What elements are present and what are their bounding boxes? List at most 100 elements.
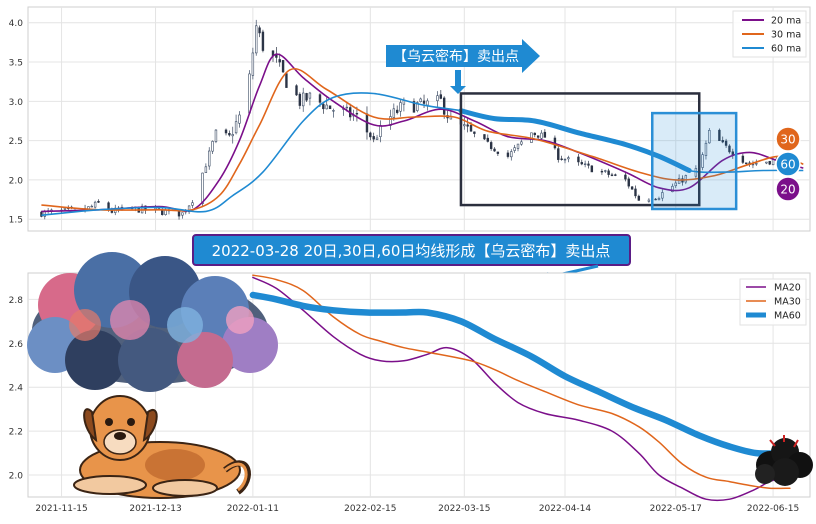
candle-body <box>234 121 238 134</box>
top-series-line-20-ma <box>41 53 804 213</box>
top-y-tick-label: 1.5 <box>9 216 23 226</box>
candle-body <box>187 205 191 213</box>
candle-body <box>332 110 335 112</box>
candle-body <box>90 205 93 208</box>
candle-body <box>201 172 204 205</box>
bottom-series-line-MA20 <box>252 276 791 502</box>
candle-body <box>248 73 251 114</box>
candle-body <box>728 145 731 153</box>
x-tick-label: 2022-02-15 <box>344 504 396 514</box>
top-y-tick-label: 2.5 <box>9 137 23 147</box>
candle-body <box>375 137 379 140</box>
candle-body <box>755 163 758 165</box>
candle-body <box>704 142 708 156</box>
legend-entry-label: MA30 <box>774 297 801 308</box>
candle-body <box>543 131 547 138</box>
candle-body <box>469 125 473 132</box>
banner-box <box>192 234 631 266</box>
candle-body <box>587 163 590 166</box>
candle-body <box>436 95 439 102</box>
candle-body <box>473 131 476 134</box>
candle-body <box>442 97 446 115</box>
callout-label: 【乌云密布】卖出点 <box>393 48 519 65</box>
candle-body <box>392 108 396 118</box>
bottom-y-tick-label: 2.0 <box>9 472 24 482</box>
candle-body <box>258 27 261 34</box>
x-tick-label: 2022-04-14 <box>539 504 592 514</box>
candle-body <box>607 170 610 175</box>
candle-body <box>355 113 359 115</box>
candle-body <box>536 135 540 138</box>
x-tick-label: 2021-11-15 <box>35 504 87 514</box>
top-legend: 20 ma 30 ma 60 ma <box>732 10 807 58</box>
candle-body <box>161 210 164 215</box>
candle-body <box>191 202 194 206</box>
candle-body <box>671 185 674 193</box>
candle-body <box>533 132 536 136</box>
bottom-series-line-MA60 <box>249 291 787 457</box>
bottom-ma-lines <box>249 274 791 502</box>
dark-cloud-icon <box>755 435 813 486</box>
bottom-legend: MA20 MA30 MA60 <box>739 278 807 326</box>
candle-body <box>751 163 755 166</box>
candle-body <box>231 134 234 137</box>
bottom-chart: 2.0 2.2 2.4 2.6 2.8 2021-11-15 2021-12-13 2022… <box>9 252 813 514</box>
candle-body <box>557 148 560 160</box>
candle-body <box>489 142 493 149</box>
x-tick-label: 2022-06-15 <box>747 504 799 514</box>
candle-body <box>701 154 704 168</box>
candle-body <box>496 151 500 154</box>
candle-body <box>439 94 443 99</box>
top-y-tick-label: 4.0 <box>9 19 24 29</box>
candle-body <box>295 85 298 96</box>
top-plot-area <box>27 6 811 232</box>
candle-body <box>661 192 664 199</box>
callout-down-arrow <box>450 70 466 94</box>
x-tick-label: 2022-01-11 <box>227 504 279 514</box>
candle-body <box>379 125 382 137</box>
candle-body <box>520 141 523 145</box>
candle-body <box>627 178 630 187</box>
bottom-y-tick-label: 2.4 <box>9 384 24 394</box>
candle-body <box>164 210 167 216</box>
candle-body <box>567 157 570 160</box>
candle-body <box>412 101 416 113</box>
bottom-y-tick-label: 2.2 <box>9 428 23 438</box>
candle-body <box>211 141 214 152</box>
candle-body <box>419 98 422 102</box>
legend-entry-label: 60 ma <box>771 44 801 55</box>
candle-body <box>630 186 634 190</box>
bottom-y-axis: 2.0 2.2 2.4 2.6 2.8 <box>9 296 24 482</box>
candle-body <box>251 52 255 76</box>
candle-body <box>637 195 641 201</box>
bottom-y-tick-label: 2.8 <box>9 296 24 306</box>
candle-body <box>214 129 218 142</box>
ma-marker-circle <box>775 126 801 152</box>
candle-body <box>516 143 520 149</box>
top-ma-lines <box>41 53 804 217</box>
candle-body <box>302 92 305 107</box>
candle-body <box>577 156 580 163</box>
x-tick-label: 2022-03-15 <box>438 504 490 514</box>
legend-entry-label: 30 ma <box>771 30 801 41</box>
candle-body <box>513 147 516 151</box>
ma-marker-label: 30 <box>780 133 795 147</box>
top-y-tick-label: 3.5 <box>9 59 23 69</box>
candle-body <box>305 93 308 101</box>
candle-body <box>322 103 325 110</box>
bottom-x-axis: 2021-11-15 2021-12-13 2022-01-11 2022-02-15… <box>35 504 799 514</box>
candle-body <box>647 199 651 202</box>
pattern-boxes <box>459 92 738 211</box>
top-series-line-30-ma <box>41 67 804 212</box>
candle-body <box>261 31 265 51</box>
candle-body <box>463 124 466 127</box>
top-y-tick-label: 3.0 <box>9 98 24 108</box>
candle-body <box>308 92 312 99</box>
candle-body <box>328 105 332 110</box>
banner-text: 2022-03-28 20日,30日,60日均线形成【乌云密布】卖出点 <box>212 242 611 260</box>
candle-body <box>204 166 208 173</box>
candle-body <box>181 212 184 216</box>
storm-cloud-illustration <box>27 252 278 392</box>
top-y-axis: 1.5 2.0 2.5 3.0 3.5 4.0 <box>9 19 24 225</box>
ma-marker-label: 60 <box>780 158 795 172</box>
